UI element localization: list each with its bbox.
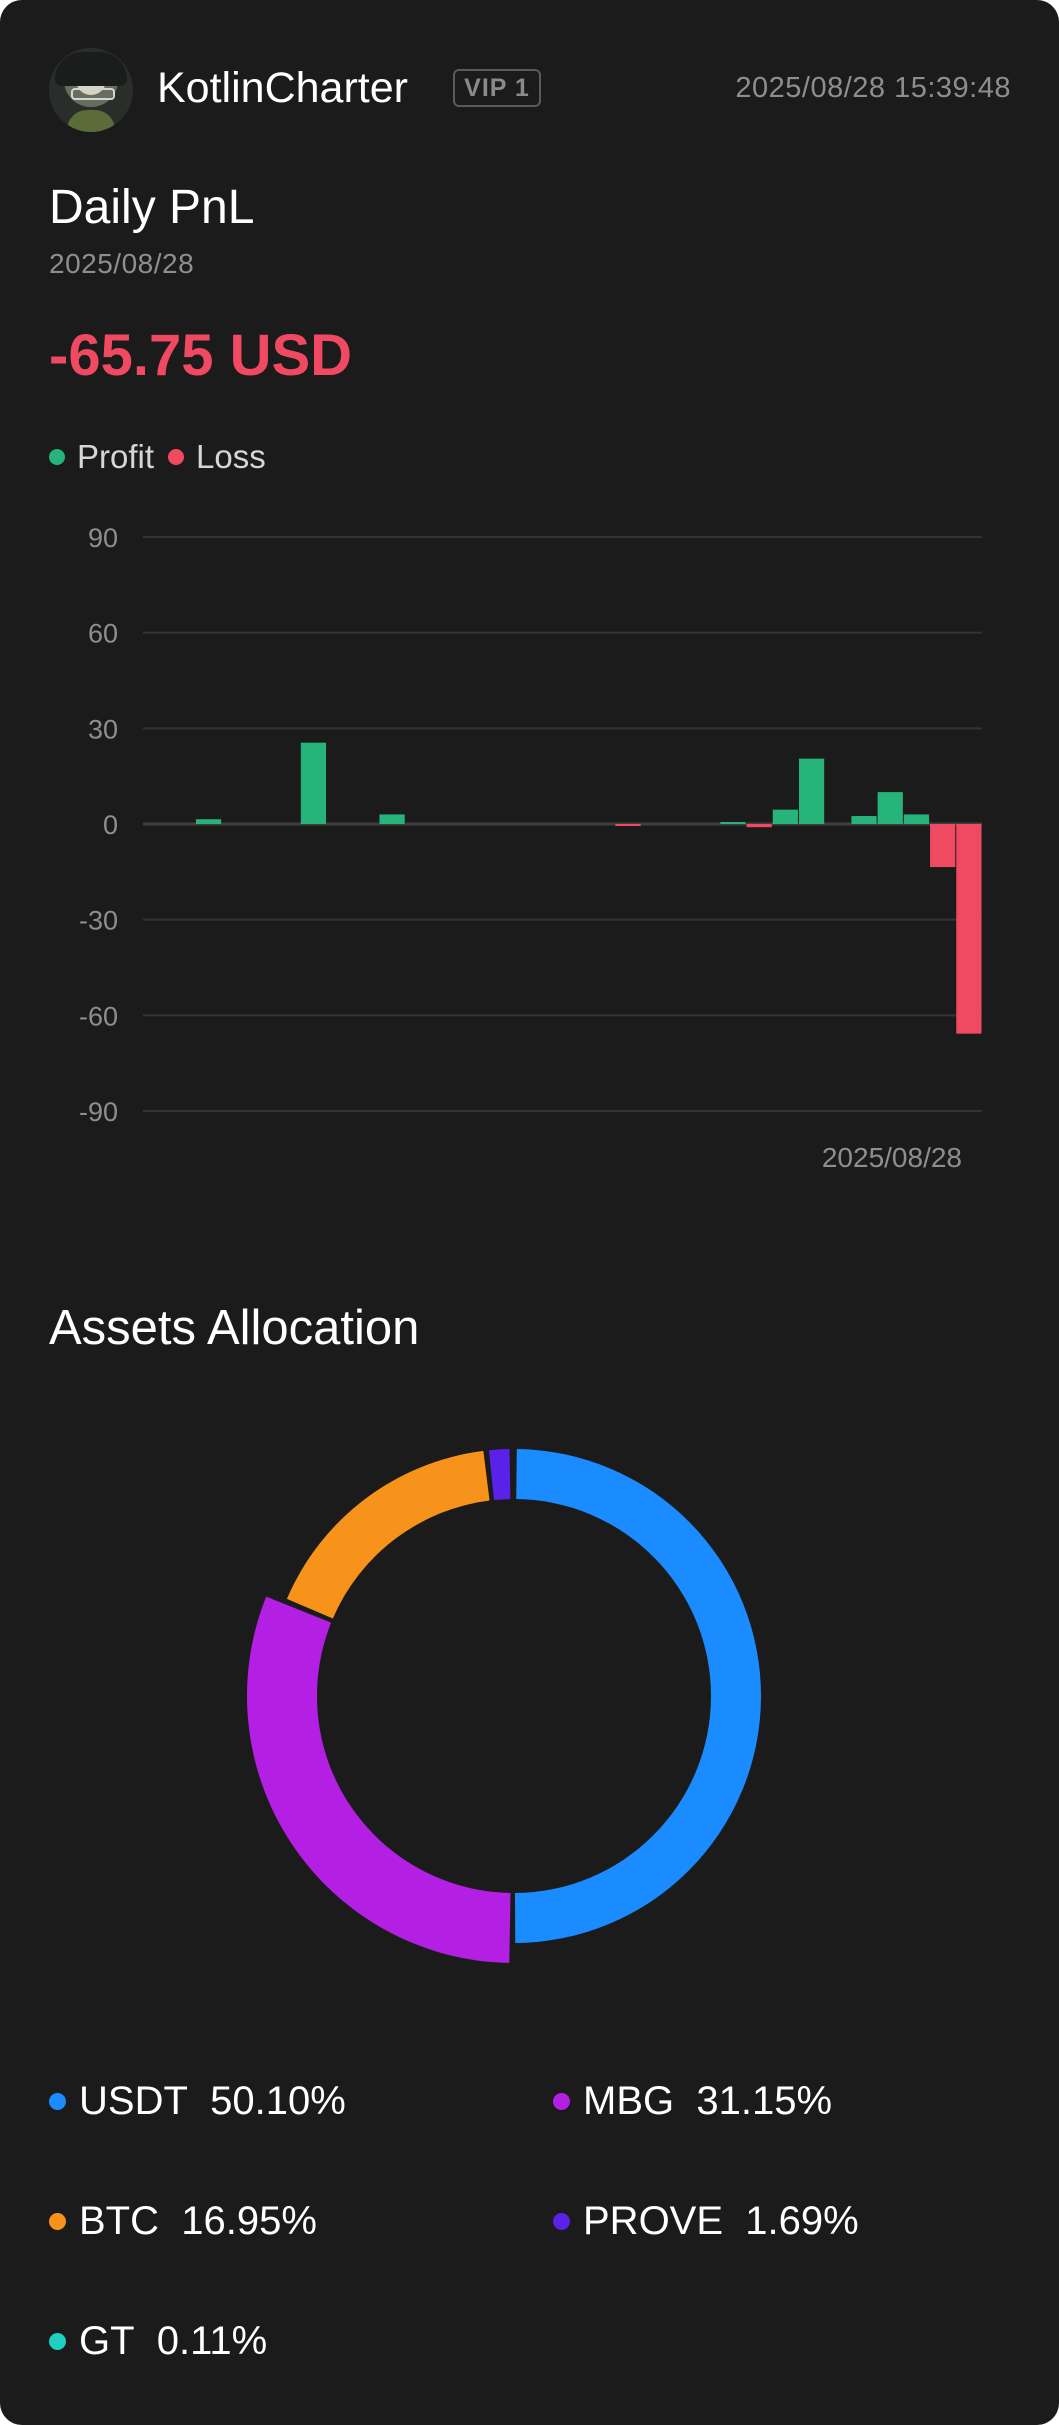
allocation-item-prove: PROVE 1.69% bbox=[553, 2196, 859, 2246]
loss-dot-icon bbox=[168, 449, 185, 465]
timestamp: 2025/08/28 15:39:48 bbox=[735, 72, 1011, 104]
allocation-item-btc: BTC 16.95% bbox=[49, 2196, 317, 2246]
mbg-slice bbox=[246, 1596, 511, 1963]
profit-bar bbox=[720, 822, 746, 824]
x-end-label: 2025/08/28 bbox=[822, 1142, 962, 1173]
allocation-name: MBG bbox=[583, 2079, 675, 2123]
assets-allocation-title: Assets Allocation bbox=[49, 1301, 420, 1355]
avatar-body bbox=[67, 110, 115, 132]
allocation-percent: 16.95% bbox=[181, 2199, 317, 2243]
usdt-dot-icon bbox=[49, 2092, 66, 2110]
legend-item-loss: Loss bbox=[168, 437, 266, 477]
gt-dot-icon bbox=[49, 2332, 66, 2350]
y-tick-label: -30 bbox=[79, 906, 118, 936]
profit-dot-icon bbox=[49, 449, 65, 465]
profit-bar bbox=[877, 792, 903, 824]
profit-bar bbox=[195, 819, 222, 824]
btc-slice bbox=[286, 1450, 490, 1619]
legend-label-loss: Loss bbox=[196, 438, 266, 475]
pnl-value: -65.75 USD bbox=[49, 323, 353, 388]
allocation-name: PROVE bbox=[583, 2199, 724, 2243]
loss-bar bbox=[956, 824, 982, 1034]
allocation-name: BTC bbox=[79, 2199, 159, 2243]
y-tick-label: 90 bbox=[88, 523, 118, 553]
prove-dot-icon bbox=[553, 2212, 570, 2230]
loss-bar bbox=[615, 824, 641, 826]
assets-donut-chart bbox=[246, 1449, 762, 1963]
y-tick-label: -60 bbox=[79, 1001, 118, 1031]
allocation-percent: 1.69% bbox=[745, 2199, 859, 2243]
pnl-date: 2025/08/28 bbox=[49, 248, 195, 279]
prove-slice bbox=[488, 1449, 511, 1501]
user-avatar[interactable] bbox=[49, 48, 133, 132]
loss-bar bbox=[746, 824, 772, 828]
vip-badge: VIP 1 bbox=[453, 69, 541, 107]
allocation-percent: 31.15% bbox=[696, 2079, 833, 2123]
allocation-item-mbg: MBG 31.15% bbox=[553, 2076, 832, 2126]
profit-bar bbox=[772, 809, 798, 824]
avatar-hair bbox=[55, 52, 127, 86]
profit-bar bbox=[379, 814, 405, 824]
profit-bar bbox=[851, 816, 877, 824]
daily-pnl-bar-chart: 90 60 30 0 -30 -60 -90 2025/08/28 bbox=[79, 523, 982, 1173]
chart-legend: Profit Loss bbox=[49, 437, 280, 477]
loss-bar bbox=[930, 824, 956, 868]
mbg-dot-icon bbox=[553, 2092, 570, 2110]
allocation-percent: 0.11% bbox=[156, 2319, 268, 2363]
legend-label-profit: Profit bbox=[77, 438, 155, 475]
usdt-slice bbox=[514, 1449, 762, 1943]
allocation-item-usdt: USDT 50.10% bbox=[49, 2076, 346, 2126]
y-tick-label: 0 bbox=[103, 810, 118, 840]
allocation-name: GT bbox=[79, 2319, 135, 2363]
allocation-percent: 50.10% bbox=[210, 2079, 346, 2123]
allocation-name: USDT bbox=[79, 2079, 188, 2123]
profit-bar bbox=[903, 814, 930, 824]
daily-pnl-title: Daily PnL bbox=[49, 181, 255, 234]
legend-item-profit: Profit bbox=[49, 437, 154, 477]
username: KotlinCharter bbox=[157, 64, 408, 112]
y-tick-label: 30 bbox=[88, 714, 118, 744]
y-tick-label: 60 bbox=[88, 619, 118, 649]
profit-bar bbox=[798, 758, 825, 824]
y-tick-label: -90 bbox=[79, 1097, 118, 1127]
avatar-glasses bbox=[71, 88, 115, 100]
btc-dot-icon bbox=[49, 2212, 66, 2230]
allocation-item-gt: GT 0.11% bbox=[49, 2316, 267, 2366]
profit-bar bbox=[300, 742, 327, 824]
